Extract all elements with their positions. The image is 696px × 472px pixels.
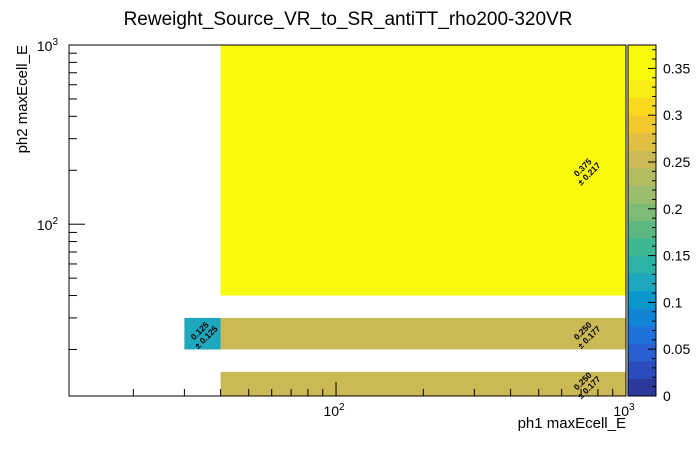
colorbar-segment [628, 378, 656, 397]
colorbar-tick-label: 0.1 [663, 294, 683, 310]
colorbar-tick-label: 0.15 [663, 248, 690, 264]
colorbar-segment [628, 238, 656, 257]
colorbar-segment [628, 150, 656, 169]
colorbar: 0 0.05 0.1 0.15 0.2 0.25 0.3 0.35 [627, 44, 690, 404]
heatmap-cells [184, 45, 627, 396]
y-tick-label: 102 [37, 216, 59, 233]
colorbar-segment [628, 308, 656, 327]
colorbar-segment [628, 360, 656, 379]
colorbar-tick-label: 0 [663, 388, 671, 404]
colorbar-segment [628, 325, 656, 344]
y-axis-label: ph2 maxEcell_E [14, 45, 31, 153]
colorbar-segment [628, 343, 656, 362]
colorbar-tick-label: 0.2 [663, 201, 683, 217]
colorbar-segment [628, 80, 656, 99]
colorbar-segment [628, 45, 656, 64]
x-tick-exponent: 2 [339, 402, 345, 413]
colorbar-segment [628, 255, 656, 274]
chart-title: Reweight_Source_VR_to_SR_antiTT_rho200-3… [124, 9, 573, 30]
heatmap-cell [220, 317, 627, 350]
y-tick-exponent: 3 [52, 37, 58, 48]
plot-frame [68, 44, 627, 397]
colorbar-segment [628, 62, 656, 81]
colorbar-segment [628, 220, 656, 239]
colorbar-frame [627, 44, 657, 397]
colorbar-segment [628, 290, 656, 309]
y-tick-exponent: 2 [52, 216, 58, 227]
colorbar-segment [628, 97, 656, 116]
colorbar-segment [628, 185, 656, 204]
heatmap-cell [220, 45, 627, 296]
x-axis-label: ph1 maxEcell_E [518, 415, 626, 432]
heatmap-cell [184, 317, 221, 350]
colorbar-tick-label: 0.05 [663, 341, 690, 357]
colorbar-segment [628, 115, 656, 134]
x-tick-label: 102 [323, 402, 345, 419]
colorbar-tick-label: 0.25 [663, 154, 690, 170]
y-tick-label: 103 [37, 37, 59, 54]
colorbar-segment [628, 167, 656, 186]
colorbar-tick-label: 0.35 [663, 60, 690, 76]
y-axis: 102 103 [37, 37, 85, 350]
colorbar-segment [628, 132, 656, 151]
colorbar-tick-label: 0.3 [663, 107, 683, 123]
colorbar-segment [628, 202, 656, 221]
colorbar-segment [628, 273, 656, 292]
x-tick-exponent: 3 [629, 402, 635, 413]
